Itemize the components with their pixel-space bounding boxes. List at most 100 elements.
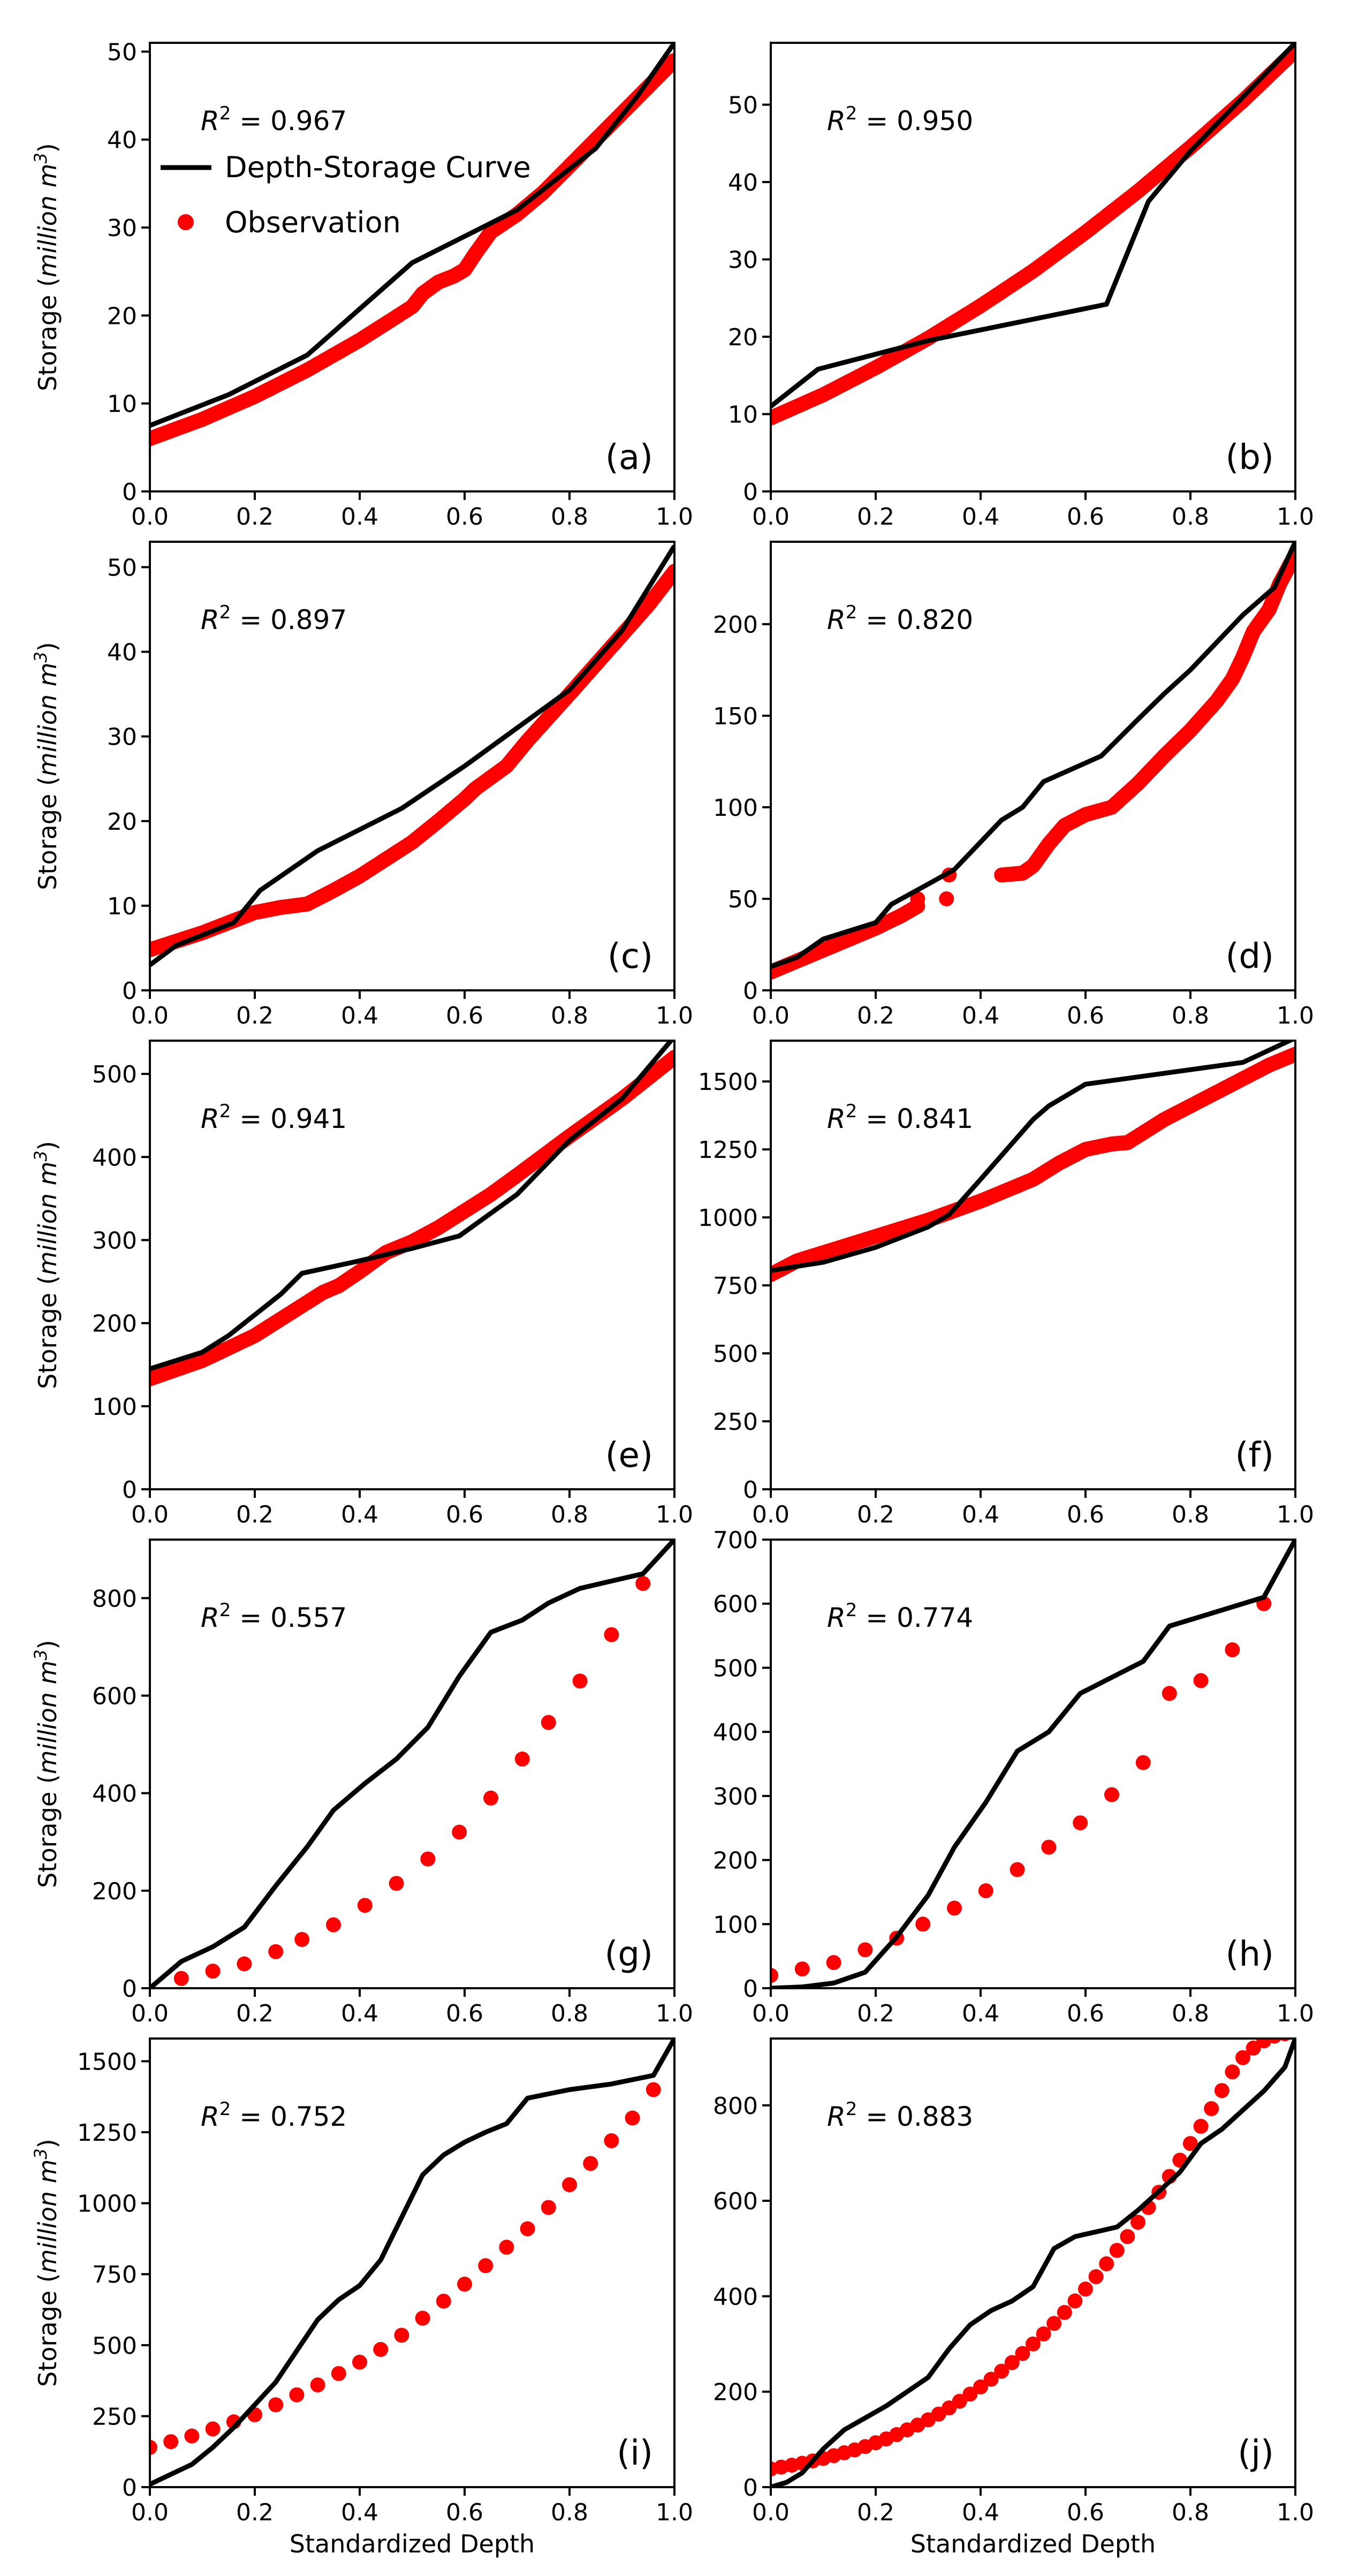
y-tick-label: 30 — [107, 215, 137, 242]
panel-i: 0.0 0.2 0.4 0.6 0.8 1.0 0 250 500 750 1000 1250 1500… — [31, 2037, 693, 2558]
x-tick-label: 0.4 — [341, 1002, 378, 1029]
y-tick-label: 600 — [713, 1591, 758, 1618]
observation-point — [667, 1050, 674, 1065]
observation-point — [1088, 2269, 1104, 2284]
observation-point — [1036, 2326, 1051, 2342]
y-tick-label: 0 — [743, 479, 758, 506]
observation-point — [268, 1944, 284, 1959]
r-squared-annotation: R2 = 0.820 — [827, 602, 973, 635]
r-squared-annotation: R2 = 0.950 — [827, 103, 973, 137]
y-axis-label: Storage (million m3) — [31, 143, 62, 391]
observation-point — [1041, 1839, 1057, 1855]
observation-series — [173, 1576, 651, 1986]
y-tick-label: 300 — [92, 1227, 137, 1254]
observation-point — [604, 2133, 619, 2148]
observation-point — [352, 2354, 367, 2370]
x-tick-label: 1.0 — [656, 2499, 693, 2526]
depth-storage-curve-line — [771, 2039, 1295, 2487]
y-tick-label: 1250 — [698, 1137, 758, 1164]
observation-point — [1267, 2039, 1282, 2044]
x-tick-label: 1.0 — [1277, 2000, 1314, 2027]
x-tick-label: 0.0 — [752, 2499, 790, 2526]
y-tick-label: 20 — [107, 302, 137, 330]
observation-point — [436, 2293, 451, 2309]
panel-h: 0.0 0.2 0.4 0.6 0.8 1.0 0 100 200 300 400 500 600 700… — [713, 1527, 1314, 2027]
x-tick-label: 0.8 — [1172, 1002, 1209, 1029]
observation-point — [1288, 1047, 1295, 1062]
x-tick-label: 0.2 — [236, 2499, 274, 2526]
y-tick-label: 300 — [713, 1783, 758, 1810]
y-tick-label: 600 — [713, 2188, 758, 2215]
y-tick-label: 10 — [728, 401, 758, 429]
y-tick-label: 200 — [92, 1878, 137, 1905]
observation-series — [771, 1596, 1272, 1983]
observation-point — [983, 2372, 999, 2387]
plot-frame — [149, 42, 676, 493]
y-tick-label: 500 — [92, 2332, 137, 2360]
y-tick-label: 500 — [713, 1655, 758, 1682]
x-tick-label: 0.6 — [446, 2000, 483, 2027]
y-tick-label: 100 — [713, 1911, 758, 1938]
x-tick-label: 0.2 — [236, 1002, 274, 1029]
observation-point — [1214, 2083, 1229, 2098]
depth-storage-curve-line — [150, 1540, 674, 1988]
x-tick-label: 0.0 — [752, 1002, 790, 1029]
y-tick-label: 400 — [92, 1144, 137, 1171]
legend: Depth-Storage Curve Observation — [161, 150, 531, 239]
observation-point — [1078, 2282, 1093, 2297]
observation-point — [205, 1964, 221, 1979]
y-tick-label: 1000 — [77, 2191, 137, 2218]
observation-point — [952, 2393, 967, 2409]
y-tick-label: 800 — [92, 1585, 137, 1612]
observation-point — [205, 2421, 221, 2437]
y-axis-label: Storage (million m3) — [31, 2139, 62, 2387]
x-tick-label: 0.0 — [131, 2000, 169, 2027]
y-tick-label: 40 — [728, 169, 758, 196]
x-tick-label: 0.8 — [551, 503, 588, 531]
observation-point — [420, 1851, 436, 1867]
y-tick-label: 30 — [728, 247, 758, 274]
y-tick-label: 20 — [728, 324, 758, 351]
y-tick-label: 750 — [713, 1272, 758, 1300]
x-tick-label: 0.4 — [962, 1002, 999, 1029]
observation-point — [667, 564, 674, 579]
plot-frame — [149, 541, 676, 991]
x-tick-label: 0.4 — [962, 2499, 999, 2526]
x-tick-label: 1.0 — [656, 1002, 693, 1029]
y-tick-label: 800 — [713, 2093, 758, 2120]
y-tick-label: 10 — [107, 893, 137, 920]
y-tick-label: 200 — [92, 1310, 137, 1338]
x-tick-label: 0.6 — [1067, 1002, 1104, 1029]
x-tick-label: 0.8 — [551, 1002, 588, 1029]
depth-storage-curve-line — [150, 43, 674, 428]
observation-point — [1135, 1755, 1151, 1770]
x-tick-label: 0.2 — [857, 2499, 894, 2526]
x-tick-label: 1.0 — [656, 1501, 693, 1528]
x-tick-label: 0.4 — [341, 2000, 378, 2027]
depth-storage-curve-line — [771, 542, 1295, 969]
r-squared-annotation: R2 = 0.897 — [201, 602, 347, 635]
observation-point — [1120, 2229, 1135, 2244]
observation-series — [150, 52, 674, 446]
observation-series — [150, 564, 674, 958]
y-tick-label: 0 — [122, 978, 137, 1005]
r-squared-annotation: R2 = 0.967 — [201, 103, 347, 137]
plot-frame — [770, 42, 1296, 493]
y-tick-label: 200 — [713, 611, 758, 639]
panel-label: (j) — [1238, 2434, 1274, 2473]
panel-g: 0.0 0.2 0.4 0.6 0.8 1.0 0 200 400 600 800 R2 = 0.55… — [31, 1539, 693, 2027]
observation-point — [326, 1917, 341, 1933]
observation-point — [1193, 2119, 1209, 2134]
y-axis-label: Storage (million m3) — [31, 642, 62, 890]
observation-point — [1015, 2346, 1030, 2361]
x-tick-label: 0.0 — [131, 503, 169, 531]
observation-point — [771, 1968, 778, 1983]
x-tick-label: 0.6 — [446, 1002, 483, 1029]
x-tick-label: 0.6 — [1067, 1501, 1104, 1528]
panel-c: 0.0 0.2 0.4 0.6 0.8 1.0 0 10 20 30 40 50 R2 = 0.897 (… — [31, 541, 693, 1029]
x-tick-label: 0.4 — [341, 1501, 378, 1528]
observation-series — [150, 1050, 674, 1387]
y-tick-label: 150 — [713, 703, 758, 730]
x-tick-label: 0.8 — [1172, 503, 1209, 531]
panel-label: (i) — [617, 2434, 653, 2473]
